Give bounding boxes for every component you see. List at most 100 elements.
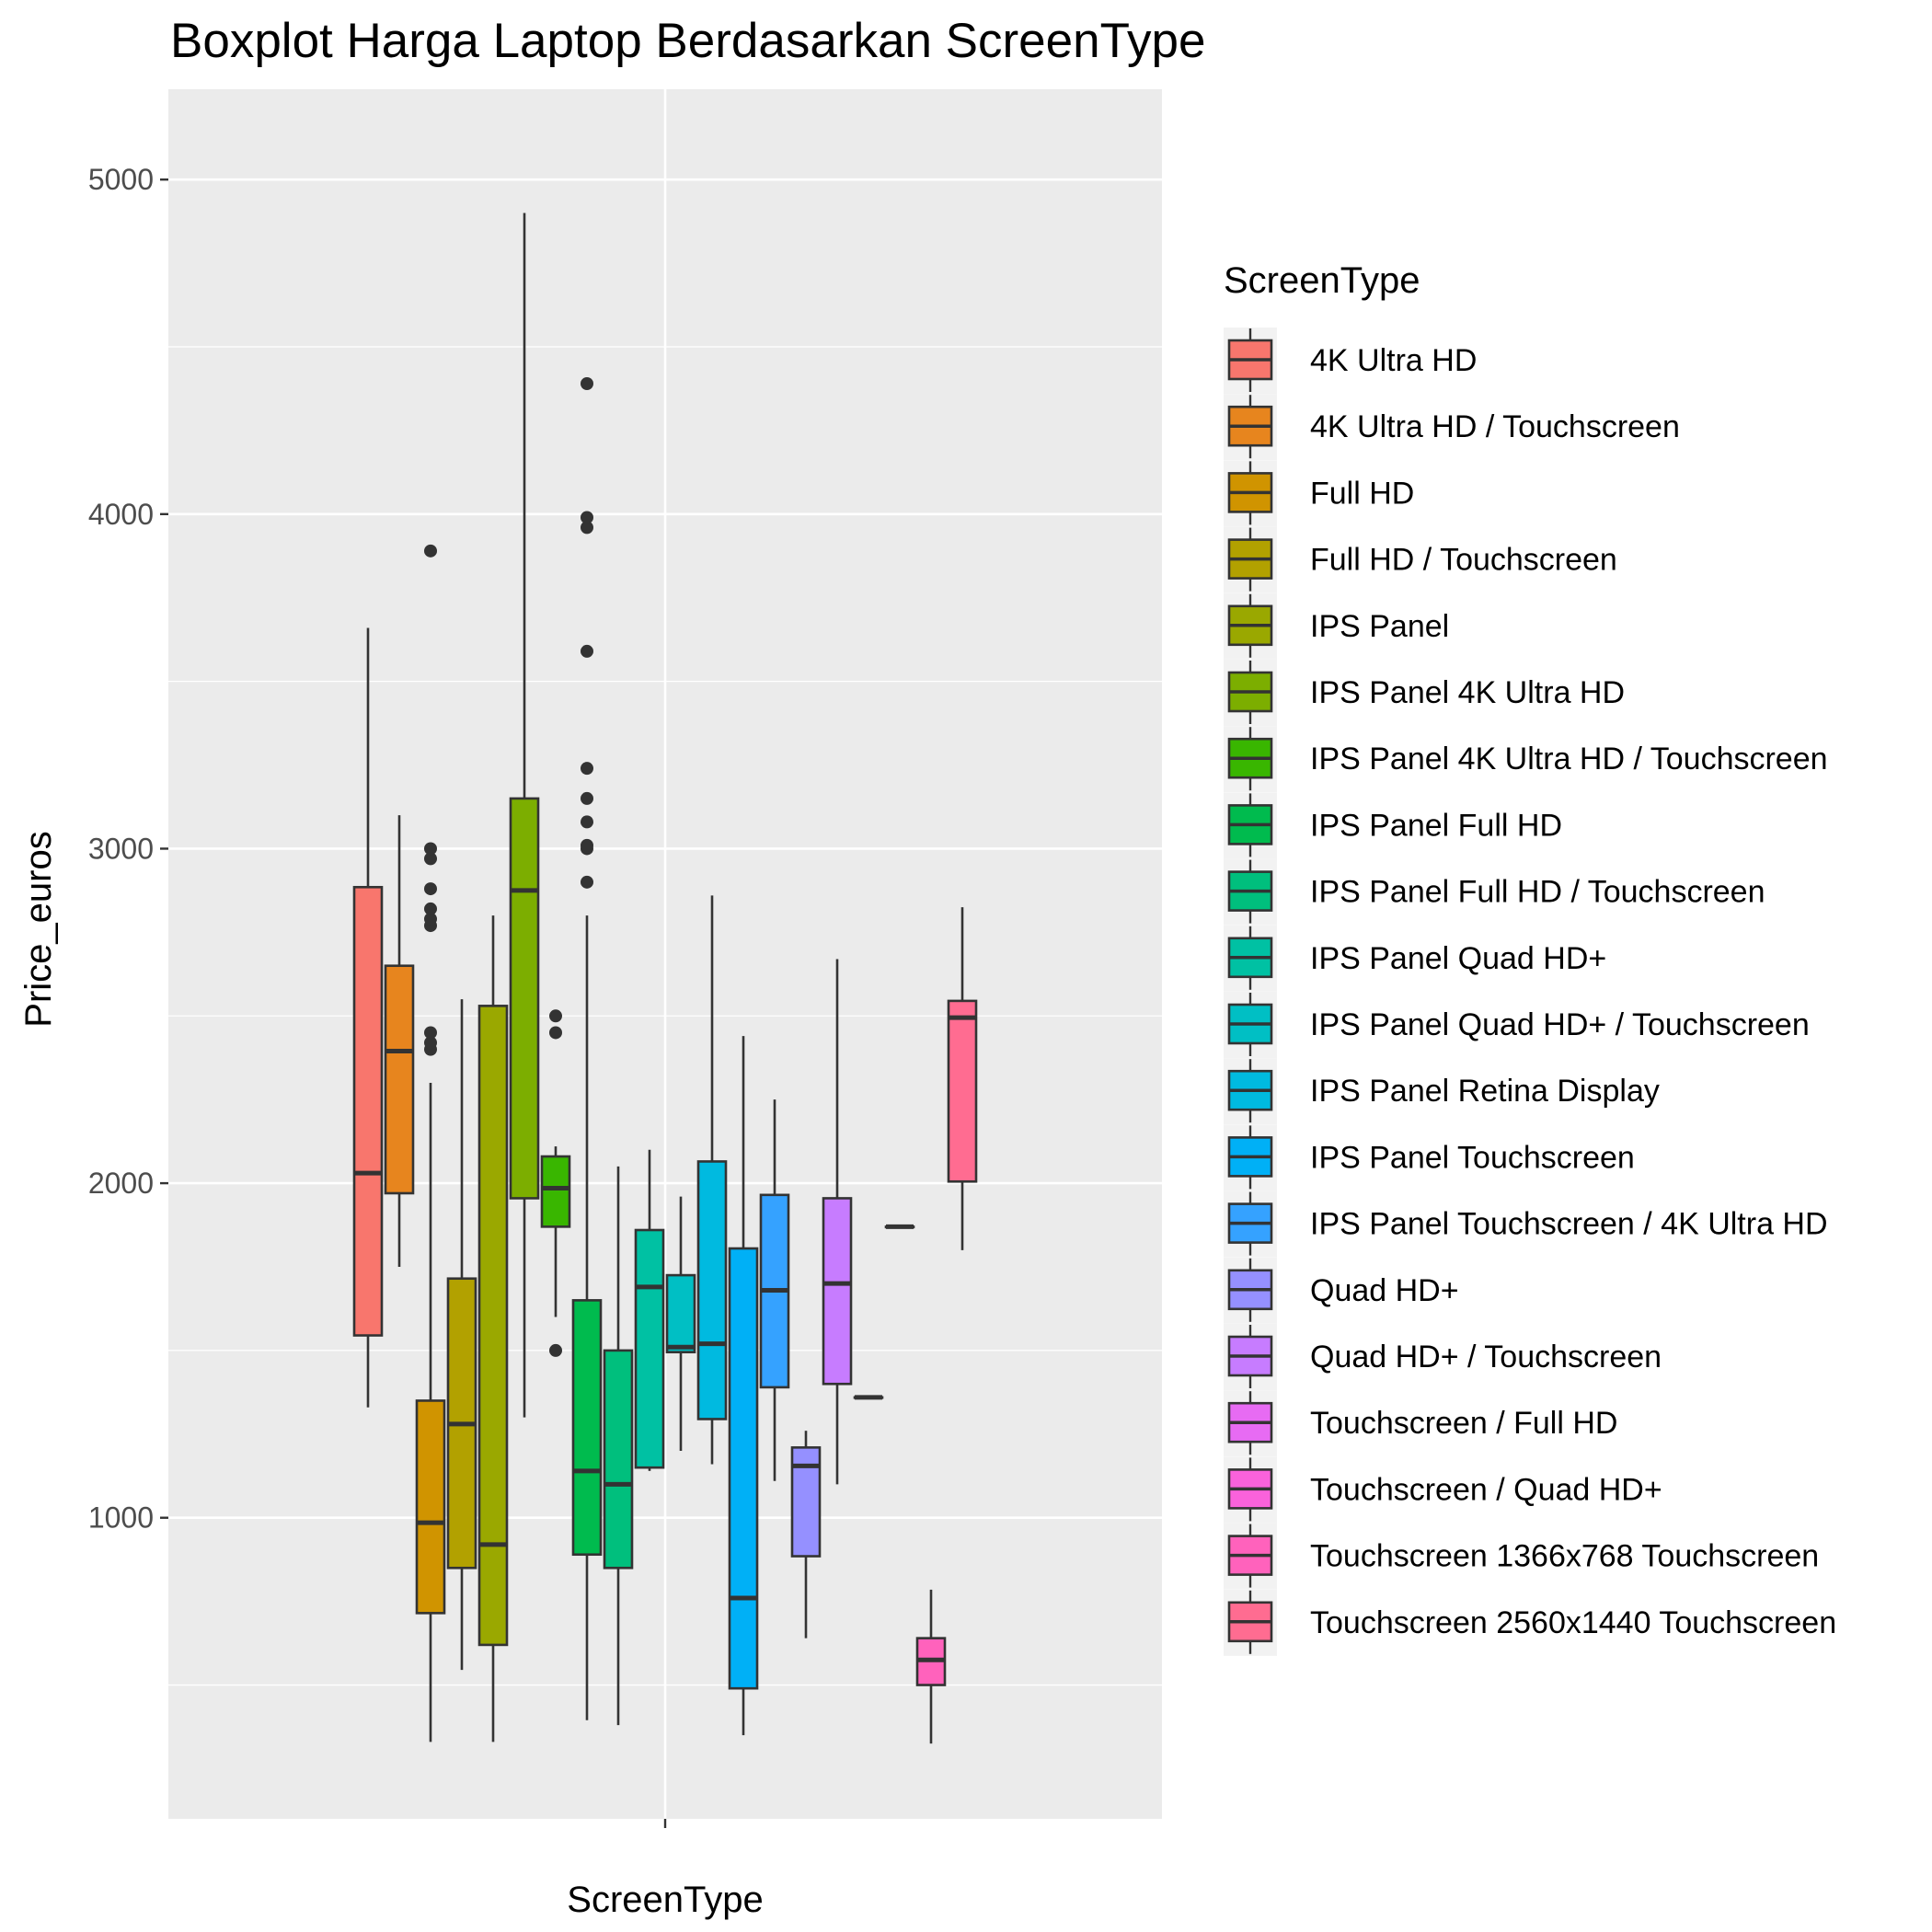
legend-item: Touchscreen 1366x768 Touchscreen (1224, 1523, 1819, 1590)
outlier-point (581, 377, 593, 390)
box-iqr (634, 1228, 665, 1469)
outlier-point (424, 1036, 437, 1050)
y-tick-label: 2000 (88, 1167, 154, 1200)
box-iqr (415, 1399, 446, 1615)
legend-label: Full HD / Touchscreen (1310, 543, 1617, 578)
legend-item: IPS Panel 4K Ultra HD / Touchscreen (1224, 726, 1828, 793)
legend-label: IPS Panel Touchscreen / 4K Ultra HD (1310, 1207, 1828, 1242)
box-ips-panel-quad-hd-touchscreen (665, 1196, 696, 1451)
legend-label: Quad HD+ / Touchscreen (1310, 1340, 1662, 1374)
legend-label: IPS Panel Quad HD+ / Touchscreen (1310, 1007, 1810, 1042)
box-iqr (477, 1005, 509, 1647)
box-iqr (665, 1273, 696, 1354)
box-iqr (728, 1247, 759, 1690)
legend-label: IPS Panel (1310, 609, 1449, 644)
grid-lines (168, 89, 1162, 1819)
legend-item: IPS Panel Quad HD+ (1224, 925, 1606, 992)
y-tick-label: 1000 (88, 1501, 154, 1535)
box-ips-panel-retina-display (696, 895, 728, 1465)
legend-label: IPS Panel Retina Display (1310, 1074, 1660, 1109)
box-touchscreen-2560x1440-touchscreen (947, 907, 978, 1250)
y-axis-title: Price_euros (18, 831, 59, 1027)
legend-item: 4K Ultra HD / Touchscreen (1224, 394, 1680, 461)
box-iqr (352, 885, 384, 1337)
legend-label: IPS Panel 4K Ultra HD / Touchscreen (1310, 742, 1828, 776)
outlier-point (424, 852, 437, 866)
legend-item: IPS Panel Full HD / Touchscreen (1224, 858, 1765, 926)
legend-item: Touchscreen / Quad HD+ (1224, 1456, 1662, 1524)
box-iqr (571, 1299, 603, 1557)
legend-item: IPS Panel Retina Display (1224, 1058, 1660, 1125)
box-4k-ultra-hd-touchscreen (384, 815, 415, 1267)
box-quad-hd-touchscreen (822, 959, 853, 1485)
box-ips-panel (477, 915, 509, 1742)
outlier-point (581, 511, 593, 524)
outlier-point (424, 1026, 437, 1040)
outlier-point (549, 1343, 562, 1357)
box-touchscreen-quad-hd- (884, 1224, 915, 1229)
box-ips-panel-quad-hd- (634, 1149, 665, 1471)
y-axis: 1000 2000 3000 4000 5000 (88, 163, 168, 1535)
outlier-point (424, 842, 437, 856)
box-quad-hd- (790, 1431, 822, 1639)
legend-item: Touchscreen 2560x1440 Touchscreen (1224, 1589, 1836, 1656)
outlier-point (424, 544, 437, 558)
y-tick-label: 3000 (88, 832, 154, 865)
legend-item: IPS Panel Touchscreen (1224, 1124, 1635, 1191)
y-tick-label: 5000 (88, 163, 154, 196)
legend-label: 4K Ultra HD (1310, 343, 1477, 378)
box-iqr (947, 999, 978, 1183)
outlier-point (581, 644, 593, 658)
legend-item: Quad HD+ (1224, 1257, 1459, 1324)
box-iqr (540, 1155, 571, 1228)
legend-title: ScreenType (1224, 260, 1420, 301)
outlier-point (581, 762, 593, 776)
legend-item: IPS Panel (1224, 592, 1449, 660)
outlier-point (549, 1009, 562, 1023)
legend-item: Full HD / Touchscreen (1224, 526, 1617, 593)
legend-label: Full HD (1310, 476, 1414, 511)
legend-item: Full HD (1224, 460, 1414, 527)
box-ips-panel-touchscreen-4k-ultra-hd (759, 1099, 790, 1481)
outlier-point (424, 882, 437, 896)
legend-item: IPS Panel Quad HD+ / Touchscreen (1224, 992, 1810, 1058)
legend-item: 4K Ultra HD (1224, 328, 1477, 394)
outlier-point (581, 791, 593, 805)
box-iqr (822, 1197, 853, 1386)
box-touchscreen-full-hd (853, 1395, 884, 1400)
boxes (352, 213, 978, 1744)
legend-label: Touchscreen 2560x1440 Touchscreen (1310, 1605, 1836, 1640)
box-iqr (696, 1160, 728, 1420)
box-ips-panel-4k-ultra-hd-touchscreen (540, 1009, 571, 1357)
box-ips-panel-touchscreen (728, 1036, 759, 1736)
outlier-point (581, 875, 593, 889)
legend-label: Touchscreen / Quad HD+ (1310, 1472, 1662, 1507)
legend-label: Quad HD+ (1310, 1273, 1459, 1308)
box-ips-panel-full-hd (571, 377, 603, 1720)
legend-item: IPS Panel 4K Ultra HD (1224, 660, 1625, 726)
legend-item: Quad HD+ / Touchscreen (1224, 1324, 1662, 1390)
legend-label: Touchscreen 1366x768 Touchscreen (1310, 1539, 1819, 1574)
legend-label: 4K Ultra HD / Touchscreen (1310, 409, 1680, 444)
outlier-point (424, 902, 437, 915)
chart-title: Boxplot Harga Laptop Berdasarkan ScreenT… (170, 14, 1205, 68)
outlier-point (549, 1026, 562, 1040)
outlier-point (581, 838, 593, 852)
box-full-hd (415, 544, 446, 1742)
outlier-point (581, 815, 593, 829)
x-axis-title: ScreenType (567, 1880, 763, 1920)
box-ips-panel-full-hd-touchscreen (603, 1166, 634, 1726)
legend-label: IPS Panel Touchscreen (1310, 1140, 1635, 1175)
box-ips-panel-4k-ultra-hd (509, 213, 540, 1418)
legend-item: IPS Panel Touchscreen / 4K Ultra HD (1224, 1190, 1828, 1258)
y-tick-label: 4000 (88, 498, 154, 531)
box-full-hd-touchscreen (446, 999, 477, 1671)
legend-item: IPS Panel Full HD (1224, 792, 1562, 859)
box-4k-ultra-hd (352, 627, 384, 1408)
legend-label: IPS Panel Quad HD+ (1310, 941, 1606, 976)
box-touchscreen-1366x768-touchscreen (915, 1589, 947, 1744)
outlier-point (581, 521, 593, 535)
box-iqr (603, 1349, 634, 1570)
legend-item: Touchscreen / Full HD (1224, 1390, 1617, 1457)
